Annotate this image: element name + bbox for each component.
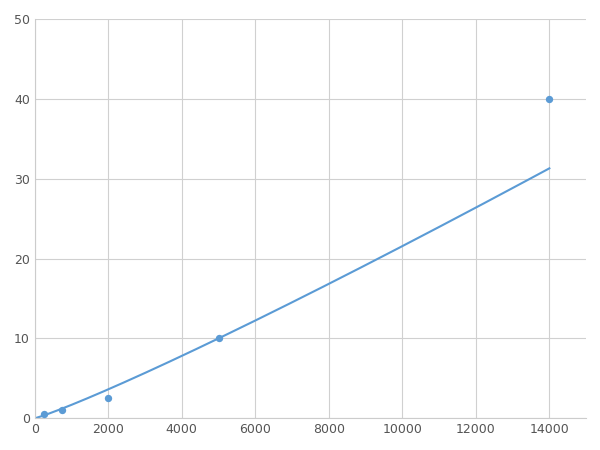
Point (58, 407, 67, 414)
Point (39, 411, 49, 418)
Point (214, 335, 223, 342)
Point (103, 395, 113, 402)
Point (545, 95, 554, 102)
